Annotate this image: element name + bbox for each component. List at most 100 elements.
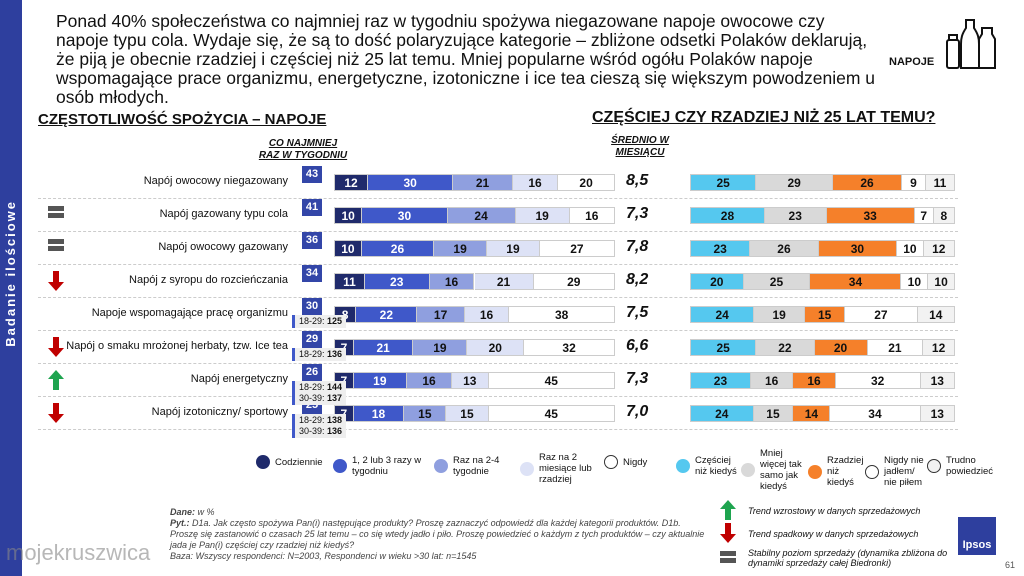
equals-icon bbox=[48, 238, 64, 257]
frequency-segment: 16 bbox=[429, 273, 475, 290]
row-label: Napój owocowy niegazowany bbox=[143, 175, 288, 187]
trend-legend-stable: Stabilny poziom sprzedaży (dynamika zbli… bbox=[720, 548, 950, 568]
left-chart-title: CZĘSTOTLIWOŚĆ SPOŻYCIA – NAPOJE bbox=[38, 111, 327, 128]
trend-legend-down: Trend spadkowy w danych sprzedażowych bbox=[720, 523, 918, 545]
frequency-segment: 19 bbox=[487, 240, 540, 257]
monthly-average: 7,8 bbox=[626, 238, 649, 255]
weekly-total: 34 bbox=[302, 265, 322, 282]
row-label: Napój izotoniczny/ sportowy bbox=[151, 406, 288, 418]
frequency-segment: 11 bbox=[334, 273, 365, 290]
arrow-up-icon bbox=[720, 500, 736, 522]
arrow-down-icon bbox=[48, 337, 64, 362]
change-segment: 25 bbox=[743, 273, 811, 290]
frequency-segment: 17 bbox=[417, 306, 465, 323]
change-segment: 32 bbox=[835, 372, 921, 389]
change-segment: 26 bbox=[750, 240, 819, 257]
change-segment: 34 bbox=[830, 405, 921, 422]
change-segment: 12 bbox=[923, 339, 955, 356]
change-segment: 22 bbox=[756, 339, 815, 356]
monthly-average: 7,5 bbox=[626, 304, 649, 321]
change-segment: 14 bbox=[917, 306, 955, 323]
change-segment: 25 bbox=[690, 174, 757, 191]
change-segment: 11 bbox=[925, 174, 955, 191]
weekly-total: 43 bbox=[302, 166, 322, 183]
legend-daily: Codziennie bbox=[256, 455, 323, 469]
change-segment: 9 bbox=[902, 174, 926, 191]
legend-never: Nigdy bbox=[604, 455, 647, 469]
frequency-segment: 19 bbox=[515, 207, 570, 224]
change-segment: 8 bbox=[933, 207, 955, 224]
row-label: Napój z syropu do rozcieńczania bbox=[129, 274, 288, 286]
frequency-segment: 26 bbox=[361, 240, 435, 257]
legend-monthly: Raz na 2-4 tygodnie bbox=[434, 455, 509, 477]
frequency-segment: 16 bbox=[512, 174, 559, 191]
chart-row: Napój owocowy gazowany 36 10 26 19 19 27 7,8 23 2… bbox=[38, 232, 958, 265]
change-segment: 26 bbox=[833, 174, 902, 191]
change-segment: 15 bbox=[753, 405, 794, 422]
change-segment: 14 bbox=[793, 405, 831, 422]
frequency-segment: 30 bbox=[368, 174, 454, 191]
legend-same: Mniej więcej tak samo jak kiedyś bbox=[741, 448, 803, 492]
row-label: Napój gazowany typu cola bbox=[159, 208, 288, 220]
chart-row: Napój energetyczny 26 18-29: 144 30-39: 137… bbox=[38, 364, 958, 405]
frequency-segment: 16 bbox=[464, 306, 510, 323]
chart-row: Napój owocowy niegazowany 43 12 30 21 16 20 8,5… bbox=[38, 166, 958, 199]
average-header: ŚREDNIO W MIESIĄCU bbox=[611, 135, 669, 158]
frequency-segment: 21 bbox=[453, 174, 513, 191]
monthly-average: 8,2 bbox=[626, 271, 649, 288]
frequency-segment: 12 bbox=[334, 174, 369, 191]
legend-never-had: Nigdy nie jadłem/ nie piłem bbox=[865, 455, 925, 488]
frequency-segment: 45 bbox=[488, 372, 615, 389]
bottles-icon bbox=[944, 18, 996, 75]
equals-icon bbox=[48, 205, 64, 224]
frequency-segment: 27 bbox=[539, 240, 615, 257]
age-group-index: 18-29: 125 bbox=[292, 315, 347, 328]
arrow-down-icon bbox=[48, 403, 64, 428]
sidebar-band: Badanie ilościowe bbox=[0, 0, 22, 576]
frequency-segment: 15 bbox=[404, 405, 447, 422]
frequency-segment: 19 bbox=[434, 240, 488, 257]
frequency-segment: 32 bbox=[524, 339, 615, 356]
row-label: Napój owocowy gazowany bbox=[158, 241, 288, 253]
row-label: Napój energetyczny bbox=[190, 373, 288, 385]
arrow-up-icon bbox=[48, 370, 64, 395]
change-segment: 21 bbox=[867, 339, 924, 356]
chart-row: Napoje wspomagające pracę organizmu 30 18-… bbox=[38, 298, 958, 331]
change-segment: 25 bbox=[690, 339, 757, 356]
weekly-total: 29 bbox=[302, 331, 322, 348]
monthly-average: 7,3 bbox=[626, 205, 649, 222]
change-segment: 27 bbox=[845, 306, 918, 323]
arrow-down-icon bbox=[720, 523, 736, 545]
frequency-segment: 10 bbox=[334, 207, 363, 224]
row-label: Napój o smaku mrożonej herbaty, tzw. Ice… bbox=[66, 340, 288, 352]
change-segment: 23 bbox=[764, 207, 827, 224]
frequency-segment: 24 bbox=[447, 207, 516, 224]
headline: Ponad 40% społeczeństwa co najmniej raz … bbox=[56, 11, 876, 107]
frequency-segment: 19 bbox=[413, 339, 468, 356]
age-group-index: 18-29: 136 bbox=[292, 348, 347, 361]
change-segment: 24 bbox=[690, 306, 755, 323]
frequency-segment: 21 bbox=[474, 273, 534, 290]
category-label: NAPOJE bbox=[889, 56, 935, 68]
frequency-segment: 45 bbox=[488, 405, 615, 422]
change-segment: 20 bbox=[690, 273, 744, 290]
legend-rarely: Raz na 2 miesiące lub rzadziej bbox=[520, 452, 592, 485]
weekly-total: 30 bbox=[302, 298, 322, 315]
right-chart-title: CZĘŚCIEJ CZY RZADZIEJ NIŻ 25 LAT TEMU? bbox=[592, 109, 936, 126]
footnote: Dane: w % Pyt.: D1a. Jak często spożywa … bbox=[170, 507, 705, 561]
chart-row: Napój izotoniczny/ sportowy 25 18-29: 138 3… bbox=[38, 397, 958, 438]
frequency-segment: 38 bbox=[509, 306, 615, 323]
change-segment: 10 bbox=[897, 240, 924, 257]
change-segment: 7 bbox=[914, 207, 934, 224]
legend-less: Rzadziej niż kiedyś bbox=[808, 455, 863, 488]
weekly-header: CO NAJMNIEJ RAZ W TYGODNIU bbox=[258, 138, 348, 161]
age-group-index: 18-29: 138 30-39: 136 bbox=[292, 414, 347, 438]
weekly-total: 41 bbox=[302, 199, 322, 216]
frequency-segment: 13 bbox=[452, 372, 489, 389]
change-segment: 24 bbox=[690, 405, 754, 422]
watermark: mojekruszwica bbox=[6, 540, 151, 565]
change-segment: 29 bbox=[756, 174, 834, 191]
change-segment: 16 bbox=[793, 372, 836, 389]
change-segment: 19 bbox=[754, 306, 806, 323]
change-segment: 20 bbox=[814, 339, 868, 356]
